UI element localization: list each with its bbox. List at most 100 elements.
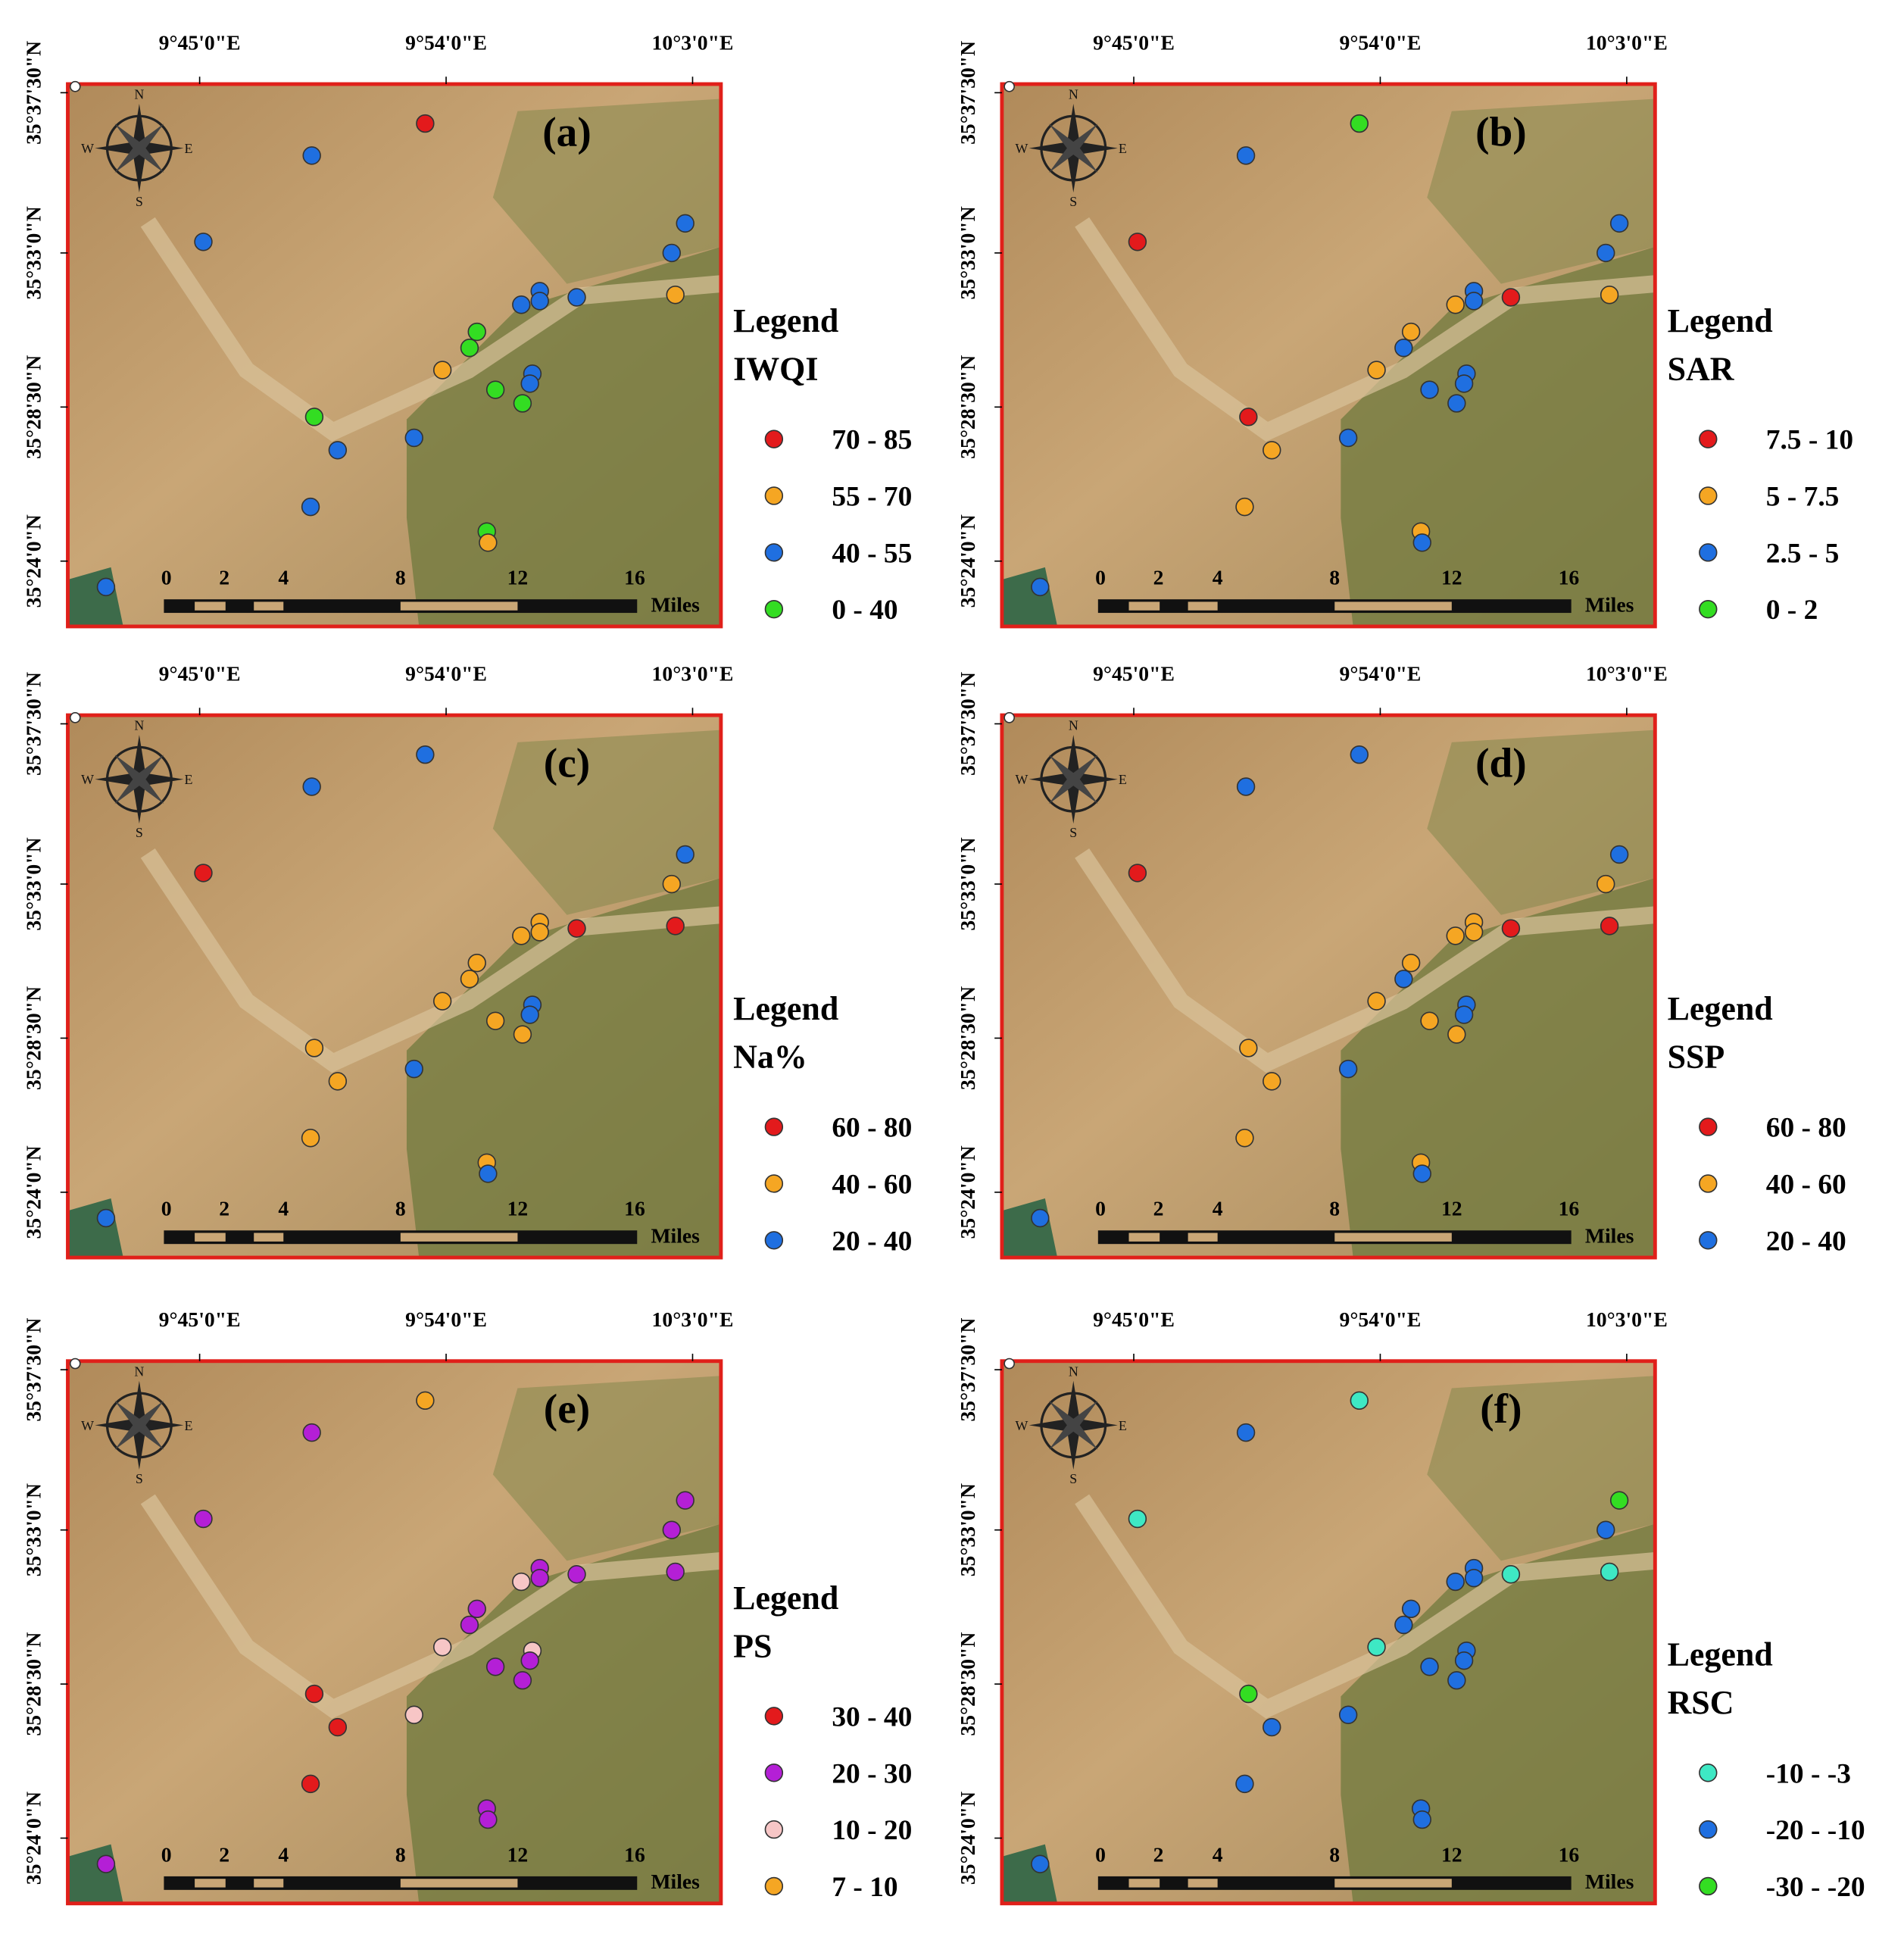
panel-label: (b) — [1475, 108, 1527, 155]
legend-entry: 7.5 - 10 — [1766, 425, 1853, 456]
compass-star — [114, 754, 164, 804]
sampling-site — [666, 917, 685, 936]
sampling-site — [1454, 1005, 1474, 1024]
scale-bar-segment — [1128, 1879, 1160, 1888]
compass-star — [1048, 1400, 1098, 1450]
sampling-site — [1031, 1854, 1050, 1873]
scale-bar-segment — [400, 1879, 518, 1888]
scale-bar-segment — [1334, 601, 1452, 611]
sampling-site — [512, 926, 531, 945]
scale-label: 4 — [1213, 1842, 1223, 1866]
sampling-site — [1338, 1705, 1358, 1724]
scale-label: 16 — [624, 566, 645, 589]
longitude-label: 9°54'0"E — [405, 30, 487, 54]
latitude-label: 35°37'30"N — [22, 1318, 45, 1422]
scale-label: 0 — [1095, 1842, 1106, 1866]
map-panel: 9°45'0"E 9°54'0"E 10°3'0"E 35°37'30"N 35°33'… — [22, 30, 912, 629]
legend-swatch — [1699, 599, 1718, 619]
sampling-site — [1263, 1072, 1281, 1091]
scale-bar-segment — [195, 1232, 226, 1242]
map-panel: 9°45'0"E 9°54'0"E 10°3'0"E 35°37'30"N 35°33'… — [956, 1307, 1865, 1906]
scale-unit: Miles — [1585, 592, 1634, 616]
scale-label: 0 — [161, 1842, 172, 1866]
legend-swatch — [1699, 1820, 1718, 1839]
compass-letter: W — [1015, 141, 1028, 156]
latitude-label: 35°33'0"N — [956, 1483, 979, 1576]
longitude-label: 9°54'0"E — [1340, 1307, 1422, 1331]
wadi — [1075, 848, 1656, 1073]
legend-heading: Legend — [733, 990, 838, 1027]
sampling-site — [432, 992, 452, 1011]
panel-label: (a) — [542, 108, 591, 155]
sampling-site — [302, 777, 321, 796]
longitude-label: 9°54'0"E — [405, 1307, 487, 1331]
latitude-label: 35°28'30"N — [22, 986, 45, 1090]
sampling-site — [1420, 380, 1439, 399]
sampling-site — [530, 292, 549, 311]
sampling-site — [520, 1005, 539, 1024]
sampling-site — [666, 286, 685, 305]
map-frame — [66, 713, 723, 1260]
scale-label: 4 — [278, 1197, 289, 1220]
legend-entry: -10 - -3 — [1766, 1758, 1851, 1789]
sampling-site — [96, 1208, 116, 1228]
legend-title: SAR — [1668, 351, 1735, 388]
corner-marker — [69, 1357, 81, 1370]
sampling-site — [1235, 1129, 1254, 1148]
compass-letter: N — [1069, 718, 1078, 733]
sampling-site — [1597, 874, 1615, 894]
compass-letter: S — [1069, 194, 1077, 209]
scale-label: 4 — [1213, 566, 1223, 589]
legend-entry: 20 - 40 — [832, 1226, 912, 1257]
corner-marker — [69, 80, 81, 92]
legend-entry: 20 - 40 — [1766, 1226, 1846, 1257]
latitude-label: 35°37'30"N — [22, 672, 45, 776]
scale-bar-segment — [1188, 1879, 1218, 1888]
sampling-site — [1447, 394, 1466, 413]
sampling-site — [676, 214, 694, 233]
sampling-site — [1263, 441, 1281, 460]
vegetation — [492, 1376, 721, 1561]
legend-swatch — [764, 599, 784, 619]
sampling-site — [479, 533, 498, 552]
scale-bar-segment — [400, 601, 518, 611]
vegetation — [1427, 98, 1656, 284]
compass-letter: E — [1119, 141, 1127, 156]
sampling-site — [1239, 1039, 1258, 1058]
sampling-site — [1401, 1599, 1421, 1619]
latitude-label: 35°33'0"N — [956, 206, 979, 299]
sampling-site — [1597, 1520, 1615, 1539]
north-arrow: N S E W — [1015, 718, 1126, 841]
scale-label: 16 — [624, 1842, 645, 1866]
compass-star — [114, 1400, 164, 1450]
legend-title: Na% — [733, 1038, 807, 1075]
legend-heading: Legend — [1668, 1636, 1773, 1673]
map-panel: 9°45'0"E 9°54'0"E 10°3'0"E 35°37'30"N 35°33'… — [22, 662, 912, 1260]
legend-swatch — [764, 543, 784, 562]
latitude-label: 35°24'0"N — [956, 514, 979, 608]
longitude-label: 10°3'0"E — [1586, 30, 1668, 54]
legend-entry: 0 - 2 — [1766, 595, 1818, 626]
sampling-site — [302, 146, 321, 165]
sampling-site — [1464, 292, 1484, 311]
scale-label: 16 — [1559, 1197, 1580, 1220]
scale-bar-segment — [254, 1232, 284, 1242]
sampling-site — [1394, 970, 1413, 989]
sampling-site — [194, 864, 213, 883]
sampling-site — [1454, 1651, 1474, 1670]
legend-entry: 40 - 60 — [832, 1169, 912, 1200]
sampling-site — [1420, 1011, 1439, 1030]
sampling-site — [194, 233, 213, 251]
scale-unit: Miles — [1585, 1870, 1634, 1893]
sampling-site — [467, 322, 486, 342]
scale-label: 12 — [507, 566, 529, 589]
compass-letter: S — [136, 194, 143, 209]
north-arrow: N S E W — [81, 87, 192, 210]
legend-title: RSC — [1668, 1684, 1734, 1721]
sampling-site — [1338, 428, 1358, 448]
compass-letter: W — [81, 1418, 94, 1433]
panel-label: (d) — [1475, 739, 1527, 786]
sampling-site — [1338, 1059, 1358, 1079]
compass-letter: N — [1069, 87, 1078, 102]
